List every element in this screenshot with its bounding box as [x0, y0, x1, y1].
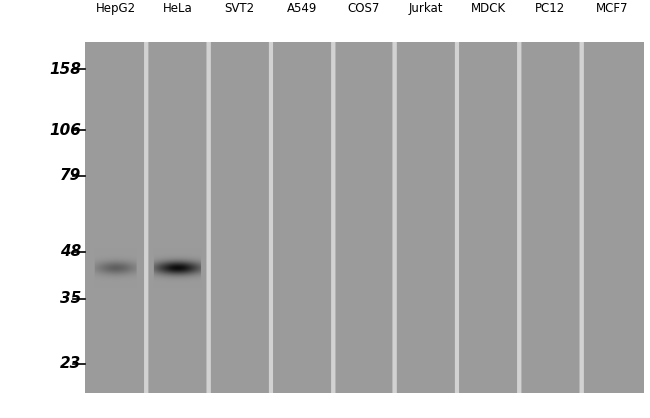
Text: SVT2: SVT2: [225, 2, 255, 15]
Text: 79: 79: [60, 168, 81, 183]
Text: 23: 23: [60, 356, 81, 371]
Text: 158: 158: [49, 62, 81, 77]
Text: 106: 106: [49, 122, 81, 138]
Text: COS7: COS7: [348, 2, 380, 15]
Text: 48: 48: [60, 244, 81, 259]
Text: A549: A549: [287, 2, 317, 15]
Text: MDCK: MDCK: [471, 2, 506, 15]
Text: HeLa: HeLa: [162, 2, 192, 15]
Text: PC12: PC12: [535, 2, 566, 15]
Text: Jurkat: Jurkat: [409, 2, 443, 15]
Text: 35: 35: [60, 291, 81, 306]
Text: HepG2: HepG2: [96, 2, 136, 15]
Text: MCF7: MCF7: [596, 2, 629, 15]
